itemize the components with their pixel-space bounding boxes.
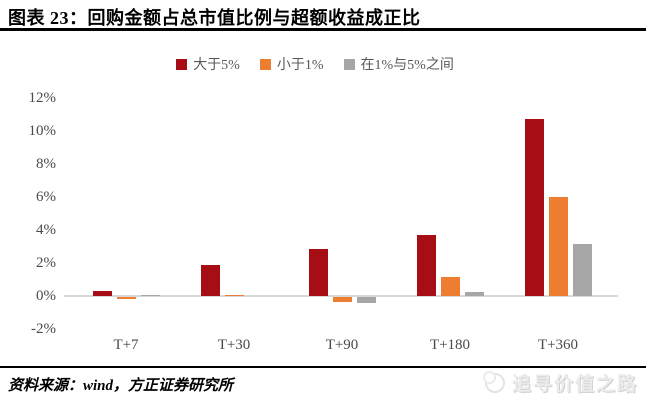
x-axis-line <box>64 295 618 297</box>
legend-item: 大于5% <box>176 54 240 74</box>
bar <box>141 295 160 296</box>
y-axis-tick-label: 4% <box>36 222 56 238</box>
figure-title: 图表 23：回购金额占总市值比例与超额收益成正比 <box>8 4 421 30</box>
legend-label: 在1%与5%之间 <box>360 58 454 73</box>
legend-swatch <box>176 58 188 70</box>
bar <box>417 235 436 296</box>
y-axis-tick-label: 8% <box>36 156 56 172</box>
figure-title-text: 图表 23：回购金额占总市值比例与超额收益成正比 <box>8 8 421 28</box>
bar <box>525 119 544 296</box>
bar <box>93 291 112 296</box>
legend-swatch <box>259 58 271 70</box>
bar <box>117 297 136 299</box>
bar <box>225 295 244 296</box>
bar <box>333 297 352 302</box>
footer-divider <box>0 366 646 368</box>
watermark: 追寻价值之路 <box>482 369 638 396</box>
bar <box>309 249 328 296</box>
source-text: 资料来源：wind，方正证券研究所 <box>8 378 234 394</box>
y-axis-tick-label: -2% <box>31 321 56 337</box>
bar <box>201 265 220 296</box>
title-divider <box>0 28 646 31</box>
y-axis-tick-label: 2% <box>36 255 56 271</box>
bar <box>357 297 376 303</box>
x-axis-tick-label: T+90 <box>325 337 359 353</box>
legend-swatch <box>343 58 355 70</box>
y-axis-tick-label: 0% <box>36 288 56 304</box>
legend-item: 在1%与5%之间 <box>343 54 454 74</box>
x-axis-tick-label: T+7 <box>113 337 139 353</box>
bar <box>465 292 484 296</box>
x-axis-tick-label: T+30 <box>217 337 251 353</box>
y-axis-tick-label: 12% <box>28 90 57 106</box>
legend-label: 大于5% <box>193 58 240 73</box>
chart-legend: 大于5% 小于1% 在1%与5%之间 <box>0 54 630 74</box>
y-axis-tick-label: 10% <box>28 123 57 139</box>
legend-label: 小于1% <box>276 58 324 73</box>
bar <box>549 197 568 296</box>
watermark-text: 追寻价值之路 <box>511 374 638 395</box>
bar <box>573 244 592 296</box>
x-axis-tick-label: T+180 <box>429 337 471 353</box>
x-axis-tick-label: T+360 <box>537 337 579 353</box>
bar-chart: 12% 10% 8% 6% 4% 2% 0% -2% T+7 T+30 T+90 T+180 T+360 <box>0 85 646 365</box>
source-note: 资料来源：wind，方正证券研究所 <box>8 374 233 395</box>
y-axis-tick-label: 6% <box>36 189 56 205</box>
bar <box>441 277 460 296</box>
legend-item: 小于1% <box>259 54 324 74</box>
logo-icon <box>482 370 505 393</box>
